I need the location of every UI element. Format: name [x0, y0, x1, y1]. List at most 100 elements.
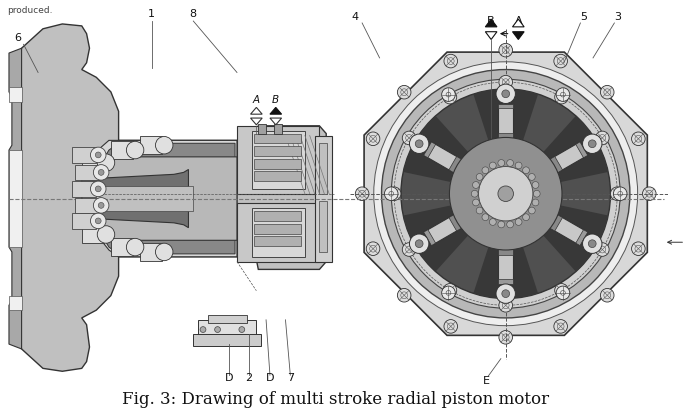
Polygon shape	[449, 157, 462, 173]
Circle shape	[402, 243, 416, 257]
Text: A: A	[253, 94, 260, 104]
Polygon shape	[498, 249, 514, 284]
Text: D: D	[225, 372, 233, 382]
Bar	[315, 136, 332, 262]
Polygon shape	[473, 90, 538, 194]
Circle shape	[601, 289, 614, 302]
Circle shape	[98, 203, 104, 209]
Circle shape	[502, 290, 510, 298]
Bar	[252, 209, 305, 257]
Polygon shape	[111, 142, 133, 160]
Text: 3: 3	[614, 12, 621, 22]
Circle shape	[373, 63, 637, 326]
Circle shape	[444, 320, 458, 333]
Circle shape	[498, 160, 505, 167]
Circle shape	[443, 91, 457, 105]
Text: 7: 7	[287, 372, 294, 382]
Polygon shape	[473, 194, 538, 299]
Circle shape	[391, 80, 620, 308]
Polygon shape	[512, 20, 524, 28]
Circle shape	[499, 76, 512, 90]
Text: E: E	[483, 375, 490, 385]
Polygon shape	[512, 33, 524, 40]
Polygon shape	[140, 244, 162, 261]
Polygon shape	[270, 108, 282, 115]
Polygon shape	[576, 143, 588, 158]
Circle shape	[476, 208, 483, 214]
Circle shape	[95, 153, 101, 158]
Bar	[274, 125, 282, 134]
Circle shape	[588, 240, 596, 248]
Bar	[254, 172, 301, 182]
Polygon shape	[498, 133, 514, 139]
Circle shape	[490, 219, 496, 226]
Circle shape	[482, 214, 489, 221]
Polygon shape	[82, 155, 104, 172]
Text: 1: 1	[148, 9, 155, 19]
Circle shape	[498, 187, 514, 202]
Bar	[9, 88, 22, 102]
Circle shape	[611, 187, 624, 201]
Polygon shape	[75, 165, 99, 181]
Polygon shape	[72, 148, 96, 163]
Polygon shape	[449, 215, 462, 231]
Circle shape	[588, 141, 596, 148]
Text: 2: 2	[245, 372, 252, 382]
Circle shape	[555, 284, 568, 297]
Circle shape	[554, 55, 568, 69]
Circle shape	[507, 222, 514, 228]
Polygon shape	[364, 53, 647, 335]
Bar	[9, 296, 22, 310]
Polygon shape	[82, 157, 237, 241]
Circle shape	[355, 187, 369, 201]
Circle shape	[499, 331, 512, 344]
Circle shape	[415, 240, 423, 248]
Circle shape	[155, 244, 173, 261]
Bar	[237, 126, 319, 194]
Circle shape	[499, 299, 512, 312]
Circle shape	[90, 182, 106, 197]
Circle shape	[443, 284, 457, 297]
Circle shape	[384, 187, 398, 201]
Text: 8: 8	[189, 9, 197, 19]
Polygon shape	[270, 119, 282, 126]
Polygon shape	[498, 279, 514, 284]
Polygon shape	[140, 137, 162, 155]
Circle shape	[631, 133, 645, 146]
Polygon shape	[72, 213, 96, 229]
Circle shape	[631, 242, 645, 256]
Polygon shape	[423, 215, 462, 246]
Polygon shape	[423, 143, 462, 173]
Polygon shape	[111, 239, 133, 256]
Bar	[254, 237, 301, 247]
Circle shape	[366, 242, 380, 256]
Circle shape	[529, 208, 535, 214]
Bar	[198, 320, 256, 339]
Polygon shape	[250, 119, 262, 126]
Circle shape	[471, 191, 478, 198]
Circle shape	[215, 327, 220, 333]
Circle shape	[523, 214, 529, 221]
Circle shape	[596, 132, 609, 145]
Bar	[254, 212, 301, 221]
Circle shape	[498, 222, 505, 228]
Bar	[259, 125, 266, 134]
Bar	[254, 134, 301, 144]
Circle shape	[382, 70, 630, 318]
Polygon shape	[498, 104, 514, 139]
Circle shape	[401, 90, 611, 299]
Circle shape	[97, 226, 115, 244]
Polygon shape	[72, 182, 96, 197]
Polygon shape	[550, 215, 588, 246]
Bar	[82, 187, 194, 212]
Circle shape	[442, 286, 456, 300]
Polygon shape	[576, 230, 588, 246]
Circle shape	[556, 89, 570, 102]
Polygon shape	[505, 194, 608, 272]
Bar	[319, 144, 327, 194]
Circle shape	[479, 167, 533, 221]
Polygon shape	[99, 141, 237, 257]
Circle shape	[476, 174, 483, 181]
Circle shape	[502, 91, 510, 99]
Circle shape	[523, 167, 529, 174]
